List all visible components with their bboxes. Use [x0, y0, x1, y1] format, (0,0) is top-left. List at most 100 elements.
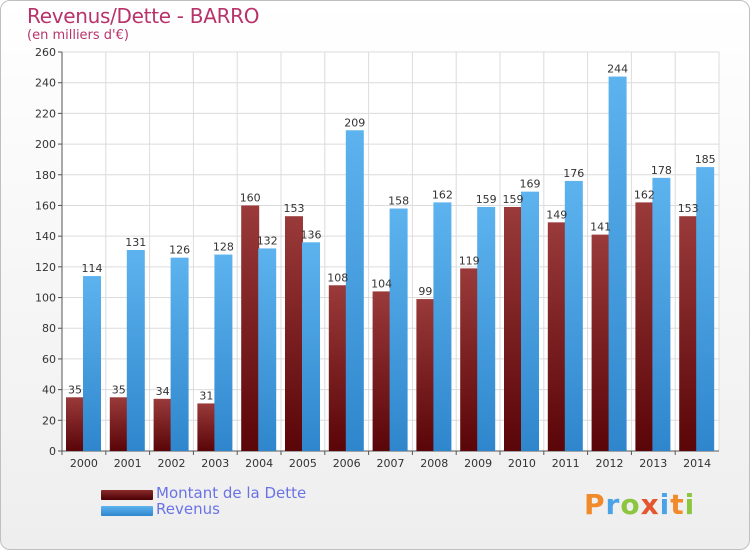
legend-swatch-revenus [101, 506, 153, 516]
y-tick-label: 140 [35, 230, 56, 243]
logo-letter: t [670, 488, 685, 521]
logo-letter: o [620, 488, 641, 521]
y-tick-label: 120 [35, 261, 56, 274]
bar-revenus-2009 [477, 206, 496, 451]
x-tick-label: 2014 [683, 457, 711, 470]
bar-revenus-2012 [608, 76, 627, 452]
bar-dette-2011 [547, 222, 566, 451]
axes: 0 20 40 60 80 100 120 140 160 180 200 220 240 260 2000… [35, 46, 719, 470]
data-label-dette: 35 [112, 383, 126, 396]
data-label-revenus: 244 [607, 63, 628, 76]
data-label-revenus: 131 [125, 236, 146, 249]
proxiti-logo: Proxiti [584, 488, 695, 521]
bars [66, 76, 715, 452]
x-tick-label: 2001 [114, 457, 142, 470]
x-tick-label: 2004 [245, 457, 273, 470]
x-tick-label: 2005 [289, 457, 317, 470]
bar-dette-2001 [109, 397, 128, 451]
bar-dette-2008 [416, 299, 435, 451]
logo-letter: i [659, 488, 671, 521]
legend-item-revenus: Revenus [101, 500, 361, 518]
bar-dette-2009 [460, 268, 479, 451]
bar-revenus-2006 [345, 130, 364, 451]
x-tick-label: 2007 [377, 457, 405, 470]
data-labels: 35 35 34 31 160 153 108 104 99 119 159 149 141 162 153… [68, 63, 716, 403]
data-label-revenus: 159 [476, 193, 497, 206]
data-label-dette: 108 [327, 271, 348, 284]
x-tick-label: 2009 [464, 457, 492, 470]
legend-label-dette: Montant de la Dette [156, 484, 307, 502]
data-label-dette: 149 [546, 208, 567, 221]
x-tick-label: 2002 [158, 457, 186, 470]
bar-revenus-2008 [433, 202, 452, 451]
bar-revenus-2003 [214, 254, 233, 451]
bar-revenus-2002 [170, 257, 189, 451]
bar-revenus-2004 [258, 248, 277, 451]
bar-dette-2007 [372, 291, 391, 451]
y-tick-label: 180 [35, 169, 56, 182]
bar-revenus-2010 [521, 191, 539, 451]
legend-label-revenus: Revenus [156, 500, 220, 518]
data-label-dette: 35 [68, 383, 82, 396]
y-tick-label: 100 [35, 292, 56, 305]
y-tick-label: 260 [35, 46, 56, 59]
logo-letter: x [640, 488, 660, 521]
y-tick-label: 220 [35, 107, 56, 120]
chart-title: Revenus/Dette - BARRO [27, 4, 260, 28]
data-label-dette: 162 [634, 188, 655, 201]
legend-swatch-dette [101, 490, 153, 500]
y-tick-label: 200 [35, 138, 56, 151]
y-tick-label: 40 [42, 384, 56, 397]
bar-revenus-2011 [564, 180, 583, 451]
y-tick-label: 20 [42, 414, 56, 427]
x-tick-label: 2006 [333, 457, 361, 470]
data-label-revenus: 114 [82, 262, 103, 275]
x-tick-label: 2011 [552, 457, 580, 470]
data-label-dette: 141 [590, 221, 611, 234]
logo-letter: P [584, 488, 606, 521]
data-label-revenus: 209 [344, 116, 365, 129]
bar-dette-2006 [328, 285, 347, 451]
data-label-dette: 160 [240, 191, 261, 204]
y-tick-label: 80 [42, 322, 56, 335]
data-label-revenus: 158 [388, 195, 409, 208]
x-tick-label: 2008 [420, 457, 448, 470]
y-tick-label: 240 [35, 77, 56, 90]
data-label-revenus: 178 [651, 164, 672, 177]
bar-dette-2010 [504, 206, 522, 451]
bar-dette-2002 [153, 398, 172, 451]
data-label-dette: 31 [199, 389, 213, 402]
bar-revenus-2000 [83, 276, 101, 451]
bar-revenus-2005 [302, 242, 320, 451]
bar-revenus-2001 [126, 249, 145, 451]
bar-dette-2014 [679, 216, 698, 451]
data-label-revenus: 126 [169, 244, 190, 257]
data-label-dette: 153 [678, 202, 699, 215]
data-label-revenus: 128 [213, 241, 234, 254]
bar-revenus-2007 [389, 208, 408, 451]
data-label-revenus: 162 [432, 188, 453, 201]
data-label-dette: 153 [284, 202, 305, 215]
logo-letter: r [605, 488, 621, 521]
data-label-dette: 119 [459, 254, 480, 267]
y-tick-label: 160 [35, 199, 56, 212]
data-label-dette: 34 [156, 385, 170, 398]
data-label-revenus: 176 [563, 167, 584, 180]
bar-dette-2005 [285, 216, 303, 451]
x-tick-label: 2010 [508, 457, 536, 470]
x-tick-label: 2012 [596, 457, 624, 470]
bar-revenus-2014 [696, 167, 715, 451]
x-tick-label: 2013 [639, 457, 667, 470]
data-label-revenus: 136 [301, 228, 322, 241]
y-tick-label: 60 [42, 353, 56, 366]
data-label-dette: 99 [418, 285, 432, 298]
y-tick-label: 0 [49, 445, 56, 458]
chart-subtitle: (en milliers d'€) [27, 28, 129, 43]
bar-dette-2013 [635, 202, 654, 451]
legend-item-dette: Montant de la Dette [101, 484, 361, 502]
bar-revenus-2013 [652, 177, 671, 452]
data-label-revenus: 132 [257, 234, 278, 247]
bar-dette-2004 [241, 205, 260, 451]
